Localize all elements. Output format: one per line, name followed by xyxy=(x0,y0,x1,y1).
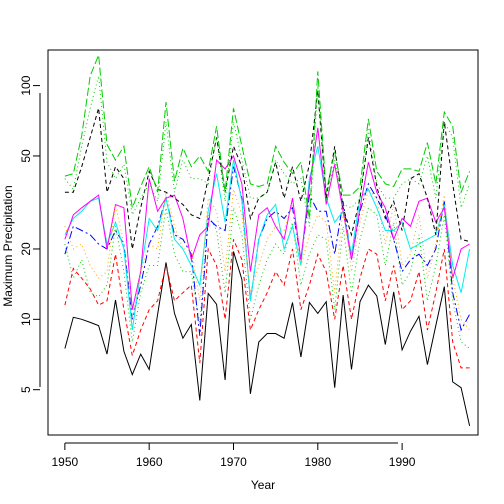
series-line-9 xyxy=(64,54,471,219)
x-tick-label-1950: 1950 xyxy=(52,455,79,469)
y-tick-label-5: 5 xyxy=(19,386,33,393)
y-axis-title: Maximum Precipitation xyxy=(1,185,15,306)
x-axis: 1950 1960 1970 1980 1990 xyxy=(52,442,416,469)
x-axis-title: Year xyxy=(251,478,275,492)
y-tick-label-100: 100 xyxy=(19,75,33,95)
series-line-1 xyxy=(64,251,471,427)
series-line-4 xyxy=(64,166,471,336)
series-line-5 xyxy=(64,146,471,331)
y-tick-label-50: 50 xyxy=(19,149,33,163)
x-tick-label-1970: 1970 xyxy=(220,455,247,469)
plot-area xyxy=(47,49,479,436)
series-line-7 xyxy=(64,188,470,331)
x-tick-label-1980: 1980 xyxy=(304,455,331,469)
series-layer xyxy=(64,54,471,427)
series-line-10 xyxy=(64,75,471,227)
y-tick-label-10: 10 xyxy=(19,312,33,326)
y-axis: 5 10 20 50 100 xyxy=(19,75,41,393)
series-line-6 xyxy=(64,127,470,310)
x-tick-label-1990: 1990 xyxy=(389,455,416,469)
series-line-2 xyxy=(64,239,470,369)
x-tick-label-1960: 1960 xyxy=(136,455,163,469)
plot-frame xyxy=(47,49,479,436)
y-tick-label-20: 20 xyxy=(19,242,33,256)
